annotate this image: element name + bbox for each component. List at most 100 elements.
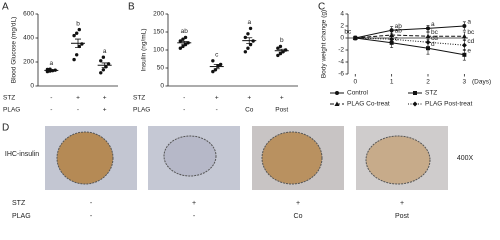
panel-letter: D xyxy=(2,123,9,134)
sem-bar xyxy=(101,62,108,68)
data-point xyxy=(181,44,185,49)
marker xyxy=(461,33,467,39)
group-letter: c xyxy=(215,52,219,59)
row-symbol: + xyxy=(400,200,404,207)
row-label: IHC-insulin xyxy=(5,151,39,158)
point-letter: cd xyxy=(467,38,474,45)
panel-letter: C xyxy=(318,2,325,13)
legend-marker xyxy=(334,101,340,106)
x-tick-label: 3 xyxy=(463,79,467,86)
x-tick-label: 1 xyxy=(390,79,394,86)
marker xyxy=(462,24,467,28)
row-symbol: - xyxy=(216,107,218,114)
sem-bar xyxy=(48,69,55,72)
data-point xyxy=(77,27,82,32)
group-letter: a xyxy=(103,48,107,55)
group-letter: ab xyxy=(181,28,189,35)
y-tick-label: 2 xyxy=(340,23,344,30)
row-symbol: Co xyxy=(245,107,254,114)
y-tick-label: 0 xyxy=(340,35,344,42)
data-point xyxy=(99,59,103,63)
islet xyxy=(261,131,323,185)
row-symbol: + xyxy=(103,107,107,114)
row-symbol: + xyxy=(247,95,251,102)
legend-label: Control xyxy=(347,90,369,97)
marker xyxy=(425,33,431,39)
y-tick-label: -4 xyxy=(338,59,344,66)
y-tick-label: -2 xyxy=(338,47,344,54)
data-point xyxy=(106,62,111,66)
legend-marker xyxy=(335,91,339,95)
row-symbol: + xyxy=(296,200,300,207)
row-symbol: - xyxy=(183,107,185,114)
data-point xyxy=(178,46,183,50)
point-letter: c xyxy=(395,36,399,43)
series-line xyxy=(355,25,465,39)
y-tick-label: 400 xyxy=(23,35,34,42)
marker xyxy=(389,28,394,33)
data-point xyxy=(278,51,283,56)
y-tick-label: 200 xyxy=(153,11,164,18)
data-point xyxy=(211,59,215,63)
data-point xyxy=(101,68,106,72)
y-tick-label: 4 xyxy=(340,11,344,18)
islet xyxy=(163,135,217,177)
data-point xyxy=(276,53,280,58)
point-letter: cd xyxy=(431,35,438,42)
point-letter: e xyxy=(467,48,471,55)
data-point xyxy=(248,26,253,31)
point-letter: bc xyxy=(467,29,475,36)
point-letter: a xyxy=(431,21,435,28)
series-line xyxy=(355,37,465,46)
row-label: PLAG xyxy=(12,213,31,220)
data-point xyxy=(243,50,248,54)
data-point xyxy=(183,35,188,40)
data-point xyxy=(246,46,250,50)
y-tick-label: 150 xyxy=(153,29,164,36)
point-letter: bc xyxy=(344,29,352,36)
series-line xyxy=(355,37,465,56)
marker xyxy=(462,52,467,57)
data-point xyxy=(218,62,223,67)
point-letter: ab xyxy=(395,28,403,35)
group-letter: a xyxy=(50,60,54,67)
row-label: PLAG xyxy=(133,107,150,114)
data-point xyxy=(178,39,183,43)
data-point xyxy=(276,46,280,50)
islet xyxy=(365,135,431,185)
data-point xyxy=(75,31,79,35)
group-letter: a xyxy=(247,19,251,26)
marker xyxy=(425,39,431,45)
sem-bar xyxy=(246,37,253,44)
row-label: PLAG xyxy=(3,107,20,114)
data-point xyxy=(246,32,250,36)
point-letter: ab xyxy=(395,23,403,30)
row-symbol: - xyxy=(193,213,196,220)
data-point xyxy=(181,37,185,41)
sem-bar xyxy=(181,40,188,45)
data-point xyxy=(72,33,76,38)
data-point xyxy=(278,44,283,49)
legend-label: PLAG Co-treat xyxy=(347,101,390,108)
y-tick-label: 600 xyxy=(23,11,34,18)
group-letter: b xyxy=(76,20,80,27)
sem-bar xyxy=(75,38,81,48)
y-tick-label: 100 xyxy=(153,47,164,54)
y-tick-label: 0 xyxy=(160,83,164,90)
data-point xyxy=(243,35,248,40)
point-letter: d xyxy=(431,41,435,48)
y-tick-label: -6 xyxy=(338,71,344,78)
legend-label: PLAG Post-treat xyxy=(425,101,473,108)
data-point xyxy=(99,71,103,75)
x-tick-label: 0 xyxy=(353,79,357,86)
y-axis-label: Insulin (ng/mL) xyxy=(141,29,148,72)
y-axis-label: Body weight change (g) xyxy=(321,10,328,78)
row-symbol: + xyxy=(103,95,107,102)
row-symbol: - xyxy=(90,200,93,207)
panel-letter: A xyxy=(2,2,9,13)
series-line xyxy=(355,34,465,39)
sem-bar xyxy=(278,48,285,53)
point-letter: bc xyxy=(431,29,439,36)
data-point xyxy=(75,53,79,57)
row-symbol: Post xyxy=(275,107,288,114)
